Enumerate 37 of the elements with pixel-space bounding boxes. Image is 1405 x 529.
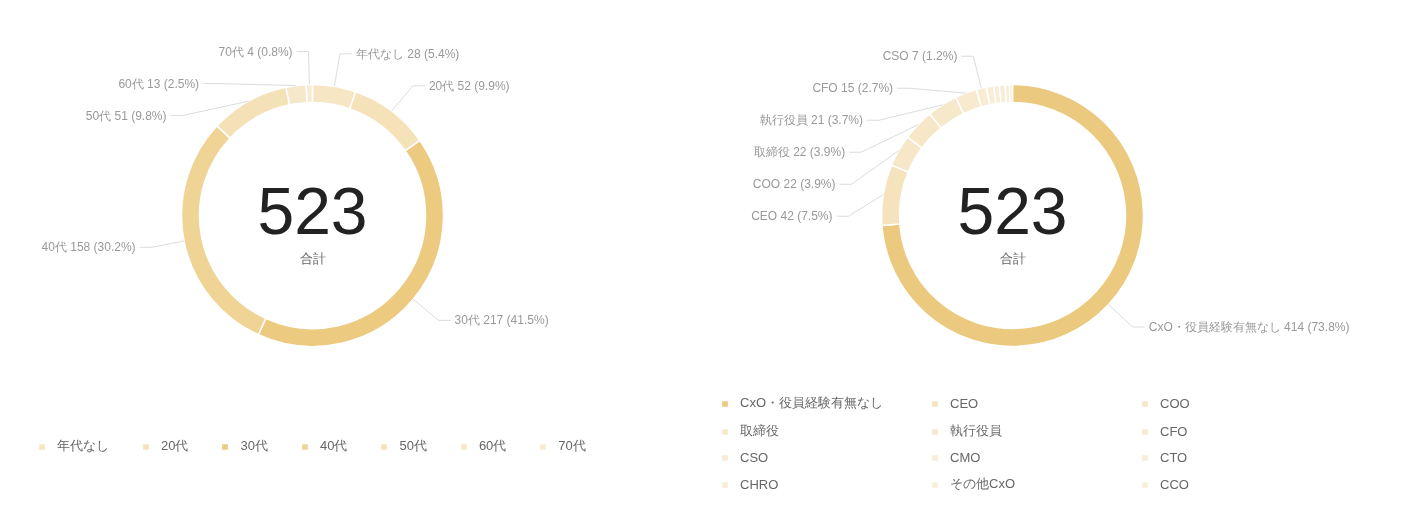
category-label: COO 22 (3.9%) <box>752 177 836 192</box>
legend-label: 30代 <box>240 437 268 455</box>
legend-label: CMO <box>950 450 982 465</box>
category-label: CFO 15 (2.7%) <box>812 81 894 96</box>
legend-label: 年代なし <box>57 437 109 455</box>
category-label: 20代 52 (9.9%) <box>428 78 510 93</box>
category-label: CEO 42 (7.5%) <box>751 209 833 224</box>
legend-label: CCO <box>1160 476 1190 492</box>
legend-label: CHRO <box>740 476 780 492</box>
category-label: 50代 51 (9.8%) <box>85 108 167 123</box>
text: 523 <box>257 173 368 248</box>
legend-label: CTO <box>1160 450 1189 465</box>
legend-label: CxO・役員経験有無なし <box>740 394 884 412</box>
category-label: 取締役 22 (3.9%) <box>753 145 846 160</box>
category-label: 60代 13 (2.5%) <box>118 76 200 91</box>
legend-label: CFO <box>1160 423 1189 439</box>
legend-label: COO <box>1160 395 1191 411</box>
category-label: 30代 217 (41.5%) <box>454 313 549 328</box>
legend-label: CSO <box>740 450 770 465</box>
legend-label: 60代 <box>478 437 507 455</box>
legend-label: CEO <box>950 395 980 411</box>
category-label: 70代 4 (0.8%) <box>218 44 293 59</box>
legend-label: 取締役 <box>740 422 780 440</box>
text: 合計 <box>999 251 1026 266</box>
category-label: CxO・役員経験有無なし 414 (73.8%) <box>1148 320 1350 334</box>
legend-label: 20代 <box>161 437 189 455</box>
legend-label: 70代 <box>558 437 586 455</box>
legend-label: その他CxO <box>950 475 1016 493</box>
legend-label: 50代 <box>399 437 427 455</box>
category-label: 40代 158 (30.2%) <box>41 240 136 255</box>
text: 合計 <box>299 251 326 266</box>
legend-label: 40代 <box>319 437 348 455</box>
legend-label: 執行役員 <box>950 422 1003 440</box>
text: 523 <box>957 173 1068 248</box>
category-label: CSO 7 (1.2%) <box>882 49 958 64</box>
category-label: 年代なし 28 (5.4%) <box>355 46 460 61</box>
category-label: 執行役員 21 (3.7%) <box>759 113 864 128</box>
